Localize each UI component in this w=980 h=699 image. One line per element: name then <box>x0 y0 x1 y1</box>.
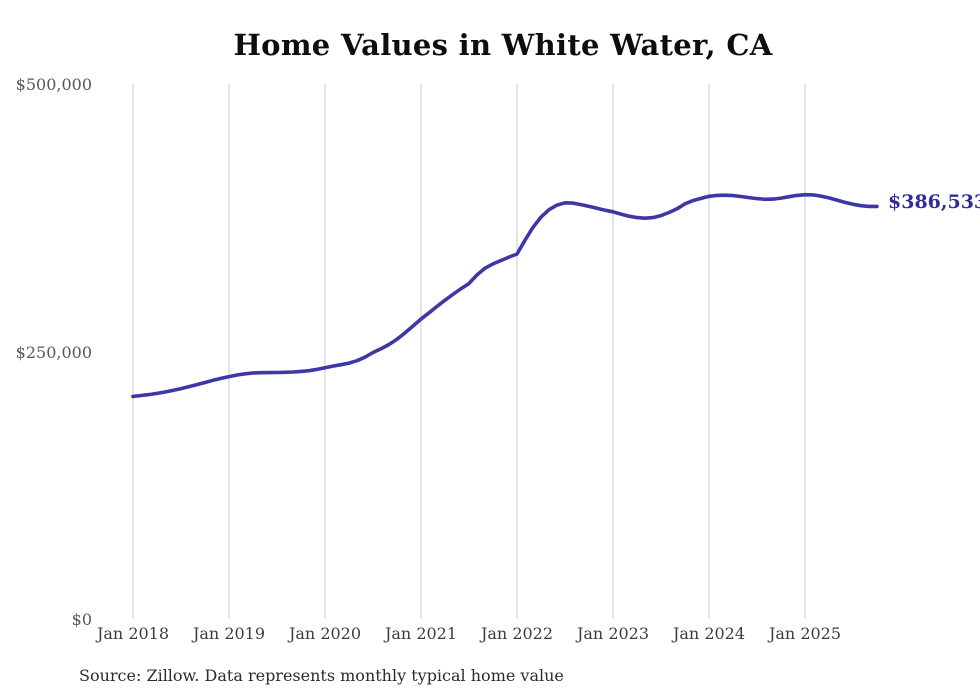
x-axis-tick-label: Jan 2021 <box>384 624 458 643</box>
x-axis-tick-label: Jan 2023 <box>576 624 650 643</box>
price-line <box>131 192 879 399</box>
x-axis-tick-label: Jan 2022 <box>480 624 554 643</box>
current-value-label: $386,533 <box>888 191 980 213</box>
y-axis-tick-label: $500,000 <box>15 75 92 94</box>
chart-title: Home Values in White Water, CA <box>233 28 773 62</box>
x-axis-tick-label: Jan 2020 <box>288 624 362 643</box>
source-note: Source: Zillow. Data represents monthly … <box>79 666 564 685</box>
x-axis-tick-label: Jan 2019 <box>192 624 266 643</box>
x-axis-tick-label: Jan 2024 <box>672 624 746 643</box>
y-axis-tick-label: $0 <box>71 610 92 629</box>
x-axis-tick-label: Jan 2018 <box>96 624 170 643</box>
x-axis-tick-label: Jan 2025 <box>768 624 842 643</box>
gridlines <box>132 84 806 618</box>
y-axis-tick-label: $250,000 <box>15 343 92 362</box>
